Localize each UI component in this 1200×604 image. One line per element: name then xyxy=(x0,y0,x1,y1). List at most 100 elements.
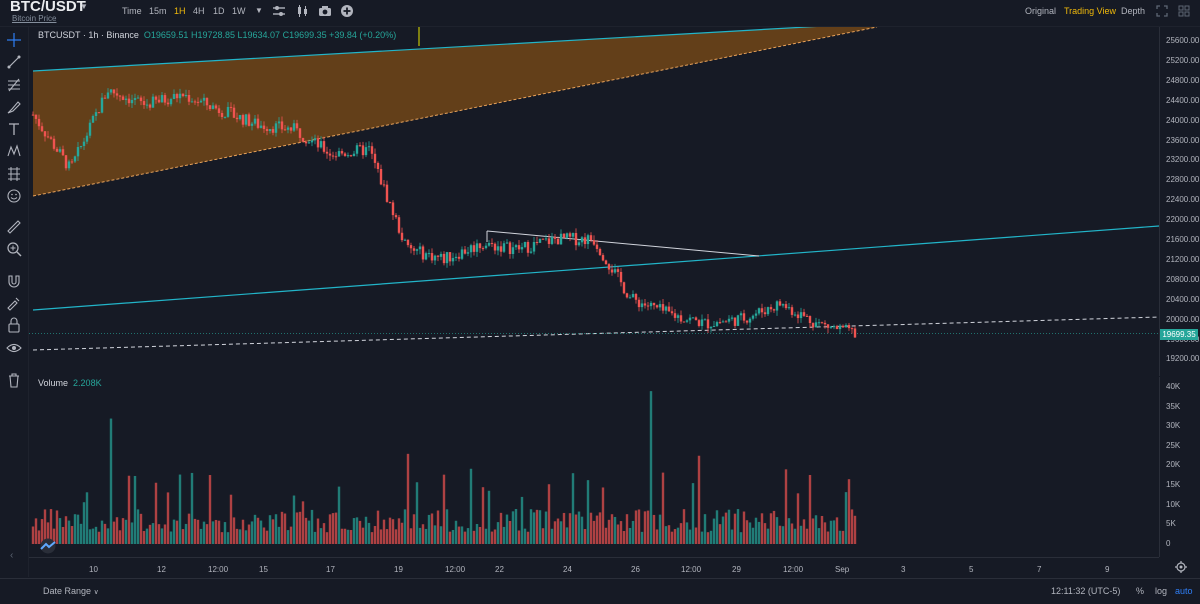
layout-grid-icon[interactable] xyxy=(1177,4,1191,18)
interval-1h[interactable]: 1H xyxy=(174,6,186,16)
trendline-tool-icon[interactable] xyxy=(6,54,22,70)
volume-bar xyxy=(313,531,317,544)
view-original-tab[interactable]: Original xyxy=(1025,6,1057,16)
candle-body xyxy=(358,145,362,147)
symbol-dropdown-icon[interactable]: ▼ xyxy=(80,2,88,11)
candle-body xyxy=(625,293,629,298)
wedge-drawing[interactable] xyxy=(33,24,877,196)
symbol-title[interactable]: BTC/USDT xyxy=(10,0,86,15)
candle-body xyxy=(532,242,536,252)
view-tradingview-tab[interactable]: Trading View xyxy=(1064,6,1117,16)
volume-bar xyxy=(169,531,173,544)
emoji-tool-icon[interactable] xyxy=(6,188,22,204)
price-chart-canvas[interactable] xyxy=(29,23,1160,376)
fib-tool-icon[interactable] xyxy=(6,77,22,93)
magnet-icon[interactable] xyxy=(6,273,22,289)
interval-time[interactable]: Time xyxy=(122,6,142,16)
volume-bar xyxy=(85,492,89,544)
candle-body xyxy=(334,156,338,158)
volume-bar xyxy=(202,521,206,544)
volume-bar xyxy=(373,526,377,544)
time-axis-label: 9 xyxy=(1105,565,1110,574)
text-tool-icon[interactable] xyxy=(6,121,22,137)
candle-body xyxy=(193,101,197,103)
volume-bar xyxy=(136,509,140,544)
ruler-tool-icon[interactable] xyxy=(6,219,22,235)
candle-body xyxy=(568,233,572,237)
auto-scale-toggle[interactable]: auto xyxy=(1175,586,1193,596)
candle-body xyxy=(310,140,314,143)
candle-body xyxy=(256,118,260,128)
volume-bar xyxy=(352,518,356,544)
candle-body xyxy=(487,242,491,246)
support-trendline[interactable] xyxy=(32,225,1160,311)
collapse-toolbar-icon[interactable]: ‹ xyxy=(10,550,14,561)
fullscreen-icon[interactable] xyxy=(1155,4,1169,18)
crosshair-icon[interactable] xyxy=(6,32,22,48)
volume-bar xyxy=(472,530,476,544)
price-chart-pane[interactable] xyxy=(29,23,1160,376)
lock-icon[interactable] xyxy=(6,317,22,333)
candle-body xyxy=(766,307,770,315)
candle-body xyxy=(430,253,434,261)
view-depth-tab[interactable]: Depth xyxy=(1121,6,1146,16)
triangle-trendline[interactable] xyxy=(486,230,760,257)
prediction-tool-icon[interactable] xyxy=(6,166,22,182)
volume-bar xyxy=(580,516,584,544)
symbol-subtitle-link[interactable]: Bitcoin Price xyxy=(12,14,57,23)
candle-body xyxy=(634,293,638,300)
percent-scale-toggle[interactable]: % xyxy=(1136,586,1145,596)
legend-title: BTCUSDT · 1h · Binance xyxy=(38,30,139,40)
wedge-upper-line[interactable] xyxy=(32,23,860,72)
brush-tool-icon[interactable] xyxy=(6,99,22,115)
candle-body xyxy=(97,112,101,114)
volume-bar xyxy=(442,474,446,544)
clock-timezone[interactable]: 12:11:32 (UTC-5) xyxy=(1051,586,1121,596)
volume-bar xyxy=(469,468,473,544)
volume-bar xyxy=(340,528,344,544)
add-circle-icon[interactable] xyxy=(340,4,354,18)
pattern-tool-icon[interactable] xyxy=(6,143,22,159)
volume-bar xyxy=(703,514,707,544)
candle-body xyxy=(175,94,179,99)
volume-bar xyxy=(343,528,347,544)
camera-icon[interactable] xyxy=(318,4,332,18)
more-intervals-icon[interactable]: ▼ xyxy=(255,6,263,15)
candle-body xyxy=(658,304,662,308)
volume-bar xyxy=(391,519,395,544)
interval-15m[interactable]: 15m xyxy=(149,6,167,16)
volume-bar xyxy=(535,509,539,544)
candle-body xyxy=(166,102,170,105)
lock-drawing-icon[interactable] xyxy=(6,295,22,311)
volume-axis[interactable]: 40K 35K 30K 25K 20K 15K 10K 5K 0 xyxy=(1159,377,1200,557)
interval-1w[interactable]: 1W xyxy=(232,6,246,16)
interval-1d[interactable]: 1D xyxy=(213,6,225,16)
volume-chart-canvas[interactable] xyxy=(29,377,1159,557)
price-axis-label: 23600.00 xyxy=(1166,135,1200,145)
log-scale-toggle[interactable]: log xyxy=(1155,586,1168,596)
volume-bar xyxy=(853,515,857,544)
candle-body xyxy=(148,104,152,108)
volume-bar xyxy=(355,517,359,544)
trash-icon[interactable] xyxy=(6,372,22,388)
eye-icon[interactable] xyxy=(6,340,22,356)
volume-pane[interactable] xyxy=(29,377,1159,557)
volume-bar xyxy=(637,509,641,544)
indicators-icon[interactable] xyxy=(272,4,286,18)
chart-type-icon[interactable] xyxy=(296,4,310,18)
chart-settings-icon[interactable] xyxy=(1174,560,1188,574)
interval-4h[interactable]: 4H xyxy=(193,6,205,16)
price-axis[interactable]: 25600.00 25200.00 24800.00 24400.00 24000.00… xyxy=(1159,27,1200,376)
time-axis[interactable]: 10 12 12:00 15 17 19 12:00 22 24 26 12:00 29 12:00 Se… xyxy=(29,557,1159,578)
candle-body xyxy=(40,126,44,132)
wedge-lower-line[interactable] xyxy=(32,26,878,197)
volume-bar xyxy=(796,493,800,544)
candle-body xyxy=(679,315,683,322)
candle-body xyxy=(526,242,530,253)
volume-bar xyxy=(430,513,434,544)
volume-bar xyxy=(199,528,203,544)
candle-body xyxy=(697,320,701,326)
volume-bar xyxy=(697,455,701,544)
zoom-in-icon[interactable] xyxy=(6,241,22,257)
date-range-button[interactable]: Date Range ∨ xyxy=(43,586,99,596)
